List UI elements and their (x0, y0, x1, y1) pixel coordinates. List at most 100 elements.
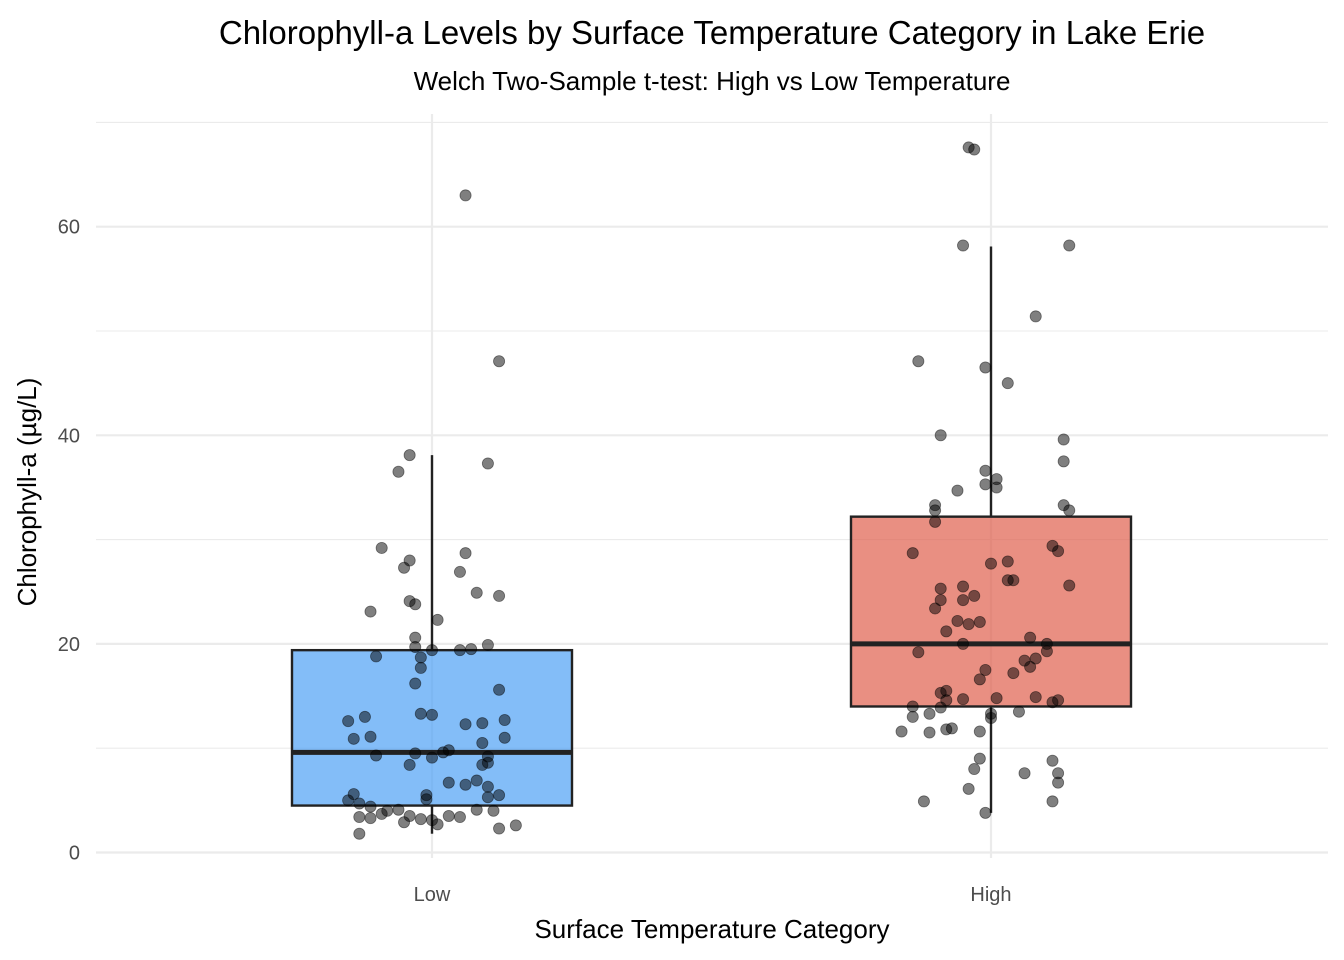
data-point-low (409, 598, 422, 611)
data-point-low (347, 732, 360, 745)
data-point-low (509, 819, 522, 832)
x-axis-title: Surface Temperature Category (534, 914, 889, 944)
data-point-low (442, 776, 455, 789)
data-point-low (453, 811, 466, 824)
data-point-high (923, 707, 936, 720)
data-point-high (1063, 239, 1076, 252)
data-point-high (1029, 310, 1042, 323)
data-point-low (481, 457, 494, 470)
data-point-low (409, 641, 422, 654)
data-point-low (459, 778, 472, 791)
data-point-high (945, 722, 958, 735)
jitter-points (342, 141, 1076, 840)
data-point-low (420, 793, 433, 806)
data-point-high (1057, 455, 1070, 468)
data-point-low (481, 791, 494, 804)
data-point-high (1063, 504, 1076, 517)
data-point-high (1001, 574, 1014, 587)
y-tick-label: 60 (58, 217, 80, 239)
data-point-high (973, 615, 986, 628)
data-point-high (968, 143, 981, 156)
data-point-low (481, 638, 494, 651)
data-point-high (1007, 667, 1020, 680)
data-point-low (476, 736, 489, 749)
data-point-high (929, 515, 942, 528)
data-point-low (442, 809, 455, 822)
data-point-high (934, 594, 947, 607)
data-point-low (353, 811, 366, 824)
data-point-low (481, 756, 494, 769)
y-tick-label: 20 (58, 634, 80, 656)
data-point-high (934, 701, 947, 714)
data-point-low (437, 746, 450, 759)
data-point-low (353, 797, 366, 810)
data-point-high (1024, 660, 1037, 673)
data-point-low (392, 803, 405, 816)
data-point-low (414, 651, 427, 664)
box-iqr (849, 515, 1133, 708)
data-point-low (493, 822, 506, 835)
data-point-low (459, 189, 472, 202)
data-point-high (973, 752, 986, 765)
data-point-low (487, 804, 500, 817)
data-point-low (370, 749, 383, 762)
data-point-low (409, 677, 422, 690)
data-point-high (990, 692, 1003, 705)
data-point-low (425, 751, 438, 764)
data-point-high (1018, 767, 1031, 780)
data-point-low (409, 747, 422, 760)
data-point-high (1052, 545, 1065, 558)
data-point-low (425, 644, 438, 657)
data-point-low (403, 449, 416, 462)
data-point-low (364, 800, 377, 813)
data-point-low (353, 827, 366, 840)
data-point-high (929, 602, 942, 615)
data-point-high (979, 464, 992, 477)
data-point-high (1063, 579, 1076, 592)
data-point-low (459, 718, 472, 731)
data-point-high (990, 481, 1003, 494)
data-point-high (912, 646, 925, 659)
data-point-low (403, 758, 416, 771)
data-point-high (979, 478, 992, 491)
data-point-low (414, 661, 427, 674)
box-low (290, 455, 574, 834)
data-point-high (957, 594, 970, 607)
data-point-low (342, 715, 355, 728)
data-point-high (906, 710, 919, 723)
data-point-high (1046, 754, 1059, 767)
data-point-low (398, 816, 411, 829)
data-point-high (962, 782, 975, 795)
data-point-high (1052, 694, 1065, 707)
axis-labels: 0 20 40 60 Low High (58, 217, 1012, 906)
data-point-high (940, 625, 953, 638)
data-point-low (358, 710, 371, 723)
data-point-high (1001, 377, 1014, 390)
y-axis-title: Chlorophyll-a (µg/L) (12, 378, 42, 607)
y-tick-label: 40 (58, 425, 80, 447)
data-point-low (493, 789, 506, 802)
data-point-high (957, 637, 970, 650)
data-point-high (912, 355, 925, 368)
data-point-low (375, 541, 388, 554)
data-point-low (498, 714, 511, 727)
data-point-high (906, 700, 919, 713)
data-point-high (979, 806, 992, 819)
data-point-low (453, 565, 466, 578)
data-point-high (968, 589, 981, 602)
data-point-low (493, 683, 506, 696)
data-point-high (968, 763, 981, 776)
data-point-low (453, 644, 466, 657)
data-point-low (493, 355, 506, 368)
data-point-low (470, 586, 483, 599)
data-point-low (481, 780, 494, 793)
chart-title: Chlorophyll-a Levels by Surface Temperat… (219, 14, 1205, 51)
data-point-high (951, 614, 964, 627)
x-tick-label-high: High (970, 884, 1011, 906)
data-point-high (962, 618, 975, 631)
data-point-low (364, 812, 377, 825)
box-high (849, 246, 1133, 813)
data-point-low (414, 707, 427, 720)
data-point-high (1029, 691, 1042, 704)
